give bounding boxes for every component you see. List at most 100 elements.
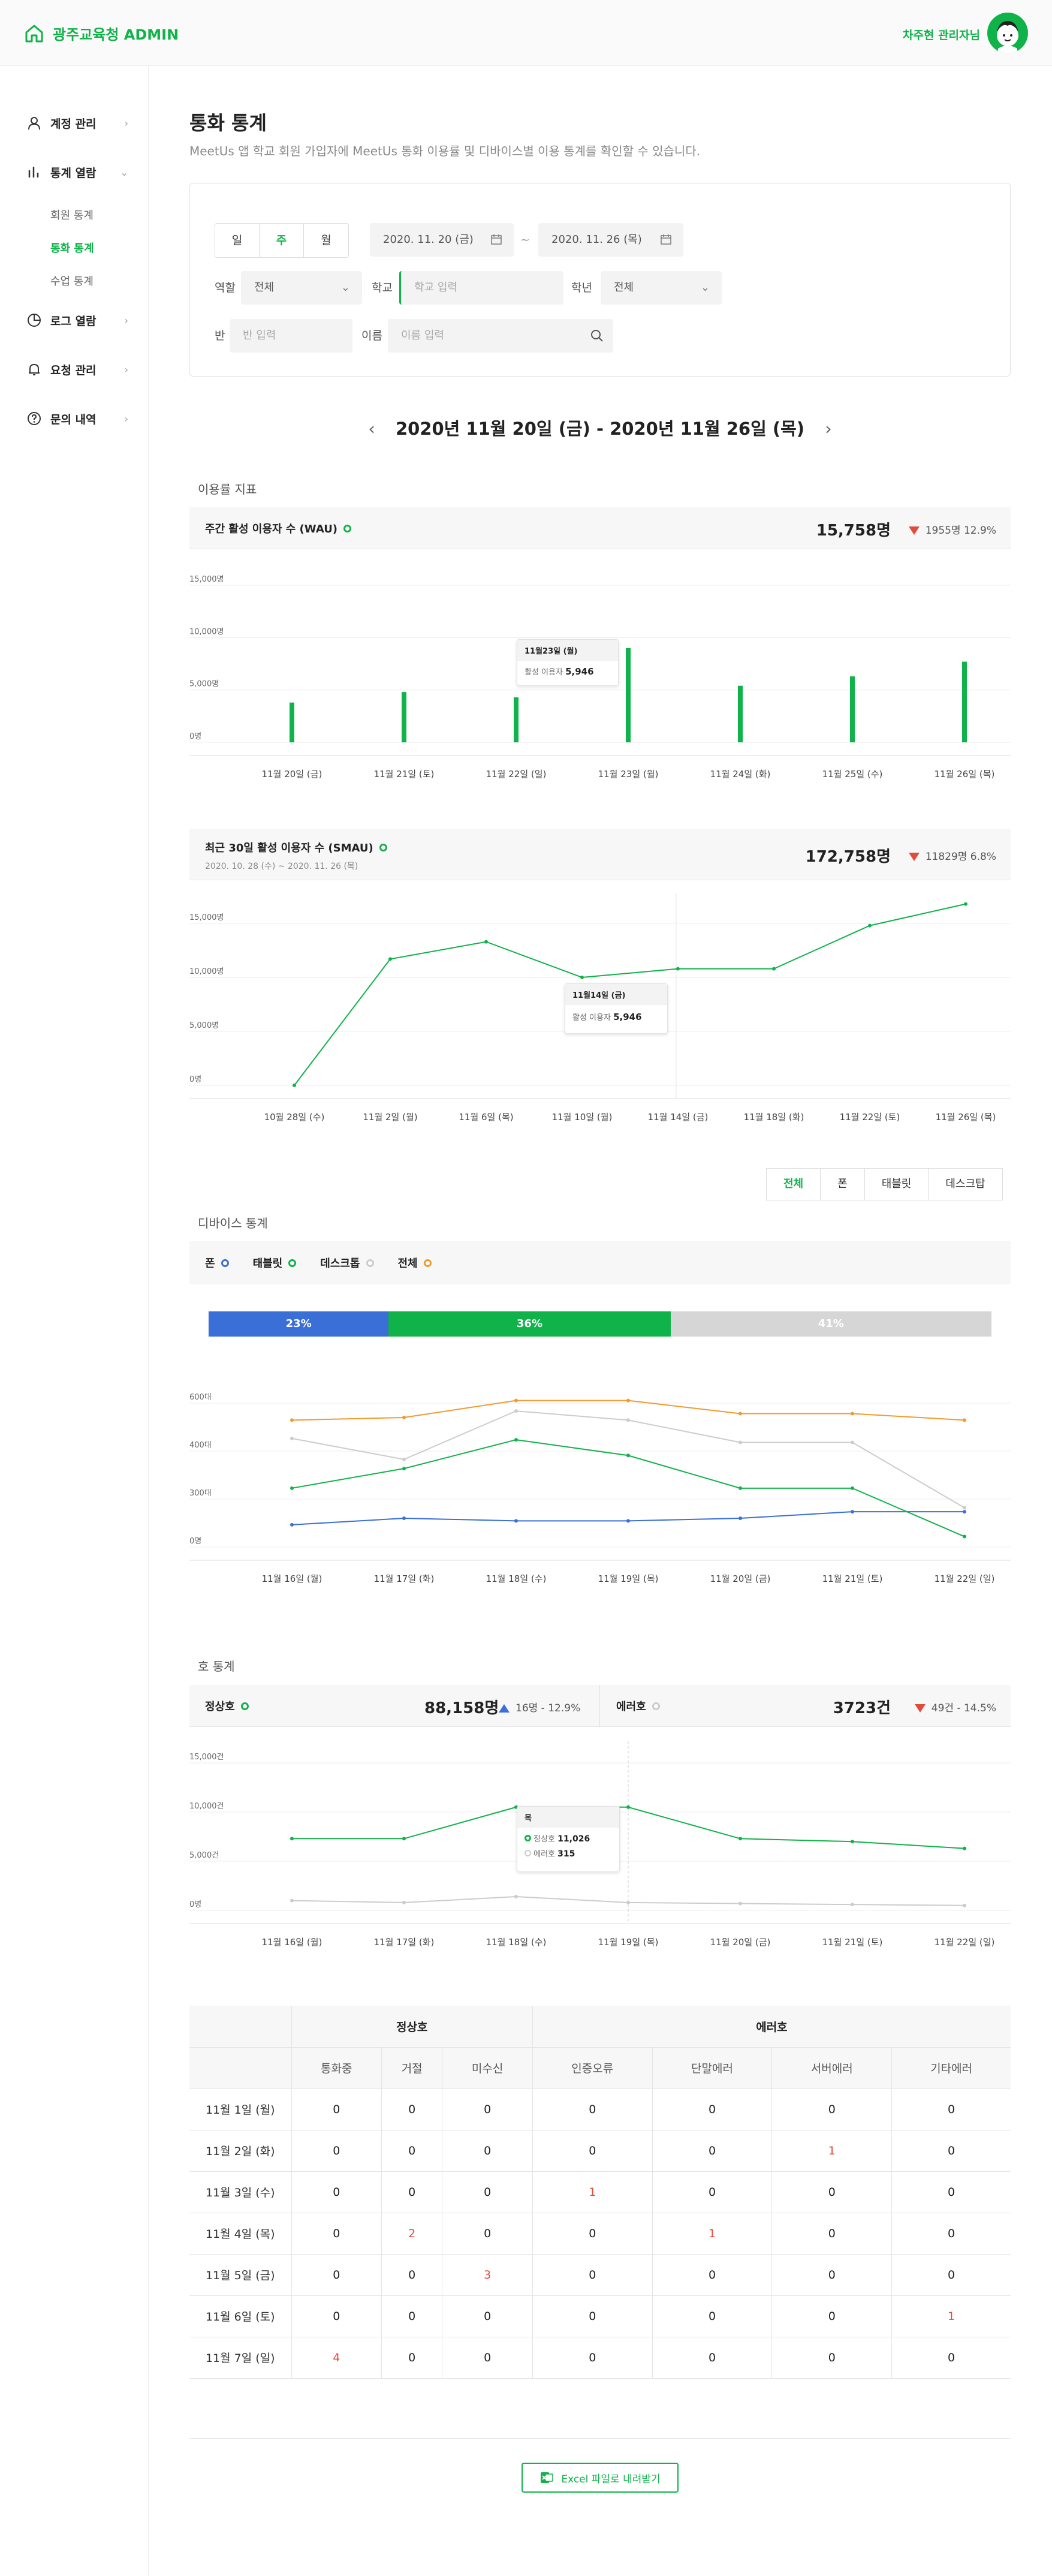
period-day-button[interactable]: 일 [215,224,260,257]
sidebar-item-accounts[interactable]: 계정 관리 › [26,114,128,132]
data-point [851,1840,854,1844]
name-placeholder: 이름 입력 [401,329,444,342]
tooltip-value: 5,946 [613,1012,642,1022]
data-point [402,1837,406,1841]
table-cell: 0 [442,2295,533,2337]
x-tick-label: 11월 18일 (수) [486,1573,547,1584]
date-range-title: 2020년 11월 20일 (금) - 2020년 11월 26일 (목) [395,419,805,439]
table-cell: 1 [652,2213,773,2255]
date-to-input[interactable]: 2020. 11. 26 (목) [538,223,683,257]
data-point [964,902,967,906]
wau-legend-dot [343,524,352,532]
sidebar-item-label: 문의 내역 [50,413,97,426]
tooltip-normal-value: 11,026 [557,1834,590,1844]
data-point [676,967,680,971]
page-title: 통화 통계 [189,112,267,134]
table-corner-sub [189,2047,292,2089]
bar [514,697,519,742]
chevron-right-icon: › [124,315,128,326]
school-input[interactable]: 학교 입력 [399,271,563,305]
legend-tablet: 태블릿 [253,1255,297,1271]
class-input[interactable]: 반 입력 [230,319,352,353]
table-cell: 0 [652,2337,773,2379]
sidebar-sub-class-stats[interactable]: 수업 통계 [50,275,94,288]
table-row: 11월 2일 (화) 0 0 0 0 0 1 0 [189,2130,1011,2172]
x-tick-label: 11월 14일 (금) [648,1112,709,1123]
data-point [626,1805,630,1809]
tab-phone[interactable]: 폰 [821,1169,865,1200]
excel-button-label: Excel 파일로 내려받기 [561,2473,661,2485]
next-range-button[interactable]: › [825,419,832,439]
tab-desktop[interactable]: 데스크탑 [945,1178,985,1190]
date-from-input[interactable]: 2020. 11. 20 (금) [370,223,514,257]
smau-summary-bar: 최근 30일 활성 이용자 수 (SMAU) 2020. 10. 28 (수) … [189,829,1011,880]
excel-download-button[interactable]: Excel 파일로 내려받기 [522,2463,679,2493]
smau-legend-dot [379,843,387,851]
legend-desktop: 데스크톱 [320,1255,374,1271]
x-tick-label: 11월 2일 (월) [363,1112,417,1123]
table-cell: 0 [652,2254,773,2296]
table-cell: 0 [442,2171,533,2213]
chevron-right-icon: › [124,364,128,375]
admin-name[interactable]: 차주현 관리자님 [903,29,980,42]
data-point [868,923,872,928]
sidebar-item-requests[interactable]: 요청 관리 › [26,360,128,378]
tooltip-value: 5,946 [565,666,594,677]
grade-value: 전체 [614,281,634,294]
avatar-face-icon [997,21,1018,53]
tab-all[interactable]: 전체 [767,1169,821,1200]
sidebar-item-logs[interactable]: 로그 열람 › [26,311,128,329]
chevron-down-icon: ⌄ [340,281,350,294]
tab-tablet[interactable]: 태블릿 [865,1169,929,1200]
name-input[interactable]: 이름 입력 [388,319,613,353]
data-point [963,1846,966,1850]
data-point [738,1440,742,1445]
table-cell: 3 [442,2254,533,2296]
table-cell: 0 [532,2213,653,2255]
name-label: 이름 [361,329,382,342]
bar [402,692,406,742]
error-legend-dot [652,1702,660,1710]
sidebar-item-stats[interactable]: 통계 열람 ⌄ [26,163,128,181]
down-arrow-icon [914,1704,926,1713]
x-tick-label: 11월 24일 (화) [710,769,771,780]
data-point [514,1519,518,1523]
table-cell: 0 [381,2130,443,2172]
sidebar-sub-call-stats[interactable]: 통화 통계 [50,242,94,255]
x-tick-label: 11월 10일 (월) [552,1112,613,1123]
data-point [514,1438,518,1442]
row-date: 11월 3일 (수) [189,2171,292,2213]
device-tabs: 전체 폰 태블릿 데스크탑 [766,1168,1003,1200]
table-row: 11월 1일 (월) 0 0 0 0 0 0 0 [189,2089,1011,2130]
data-point [738,1516,742,1520]
column-header: 인증오류 [532,2047,653,2089]
x-tick-label: 11월 25일 (수) [822,769,883,780]
table-cell: 0 [652,2130,773,2172]
table-cell: 0 [532,2130,653,2172]
x-tick-label: 11월 19일 (목) [598,1573,659,1584]
error-call-table: 정상호 에러호 통화중 거절 미수신 인증오류 단말에러 서버에러 기타에러 11월 1일 … [189,2006,1011,2379]
grade-select[interactable]: 전체 ⌄ [601,271,722,305]
search-icon[interactable] [590,329,604,342]
sidebar-sub-member-stats[interactable]: 회원 통계 [50,209,94,222]
x-tick-label: 10월 28일 (수) [264,1112,325,1123]
tooltip-normal-dot [525,1835,531,1841]
filter-panel [189,183,1011,377]
legend-dot [366,1259,374,1267]
data-point [290,1522,294,1527]
period-week-button[interactable]: 주 [260,224,304,257]
period-month-button[interactable]: 월 [304,224,348,257]
role-select[interactable]: 전체 ⌄ [241,271,362,305]
avatar[interactable] [987,13,1028,53]
calls-summary-bar: 정상호 88,158명 16명 - 12.9% 에러호 3723건 49건 - … [189,1685,1011,1727]
app-logo[interactable]: 광주교육청 ADMIN [24,23,179,44]
device-share-bar: 23% 36% 41% [209,1311,991,1337]
sidebar-item-inquiries[interactable]: 문의 내역 › [26,410,128,428]
smau-change: 11829명 6.8% [908,848,996,863]
bar-chart-icon [28,167,39,177]
y-tick-label: 15,000명 [189,913,224,922]
smau-change-value: 11829명 6.8% [925,851,996,863]
prev-range-button[interactable]: ‹ [368,419,375,439]
table-cell: 0 [291,2171,382,2213]
legend-label: 전체 [397,1257,418,1270]
